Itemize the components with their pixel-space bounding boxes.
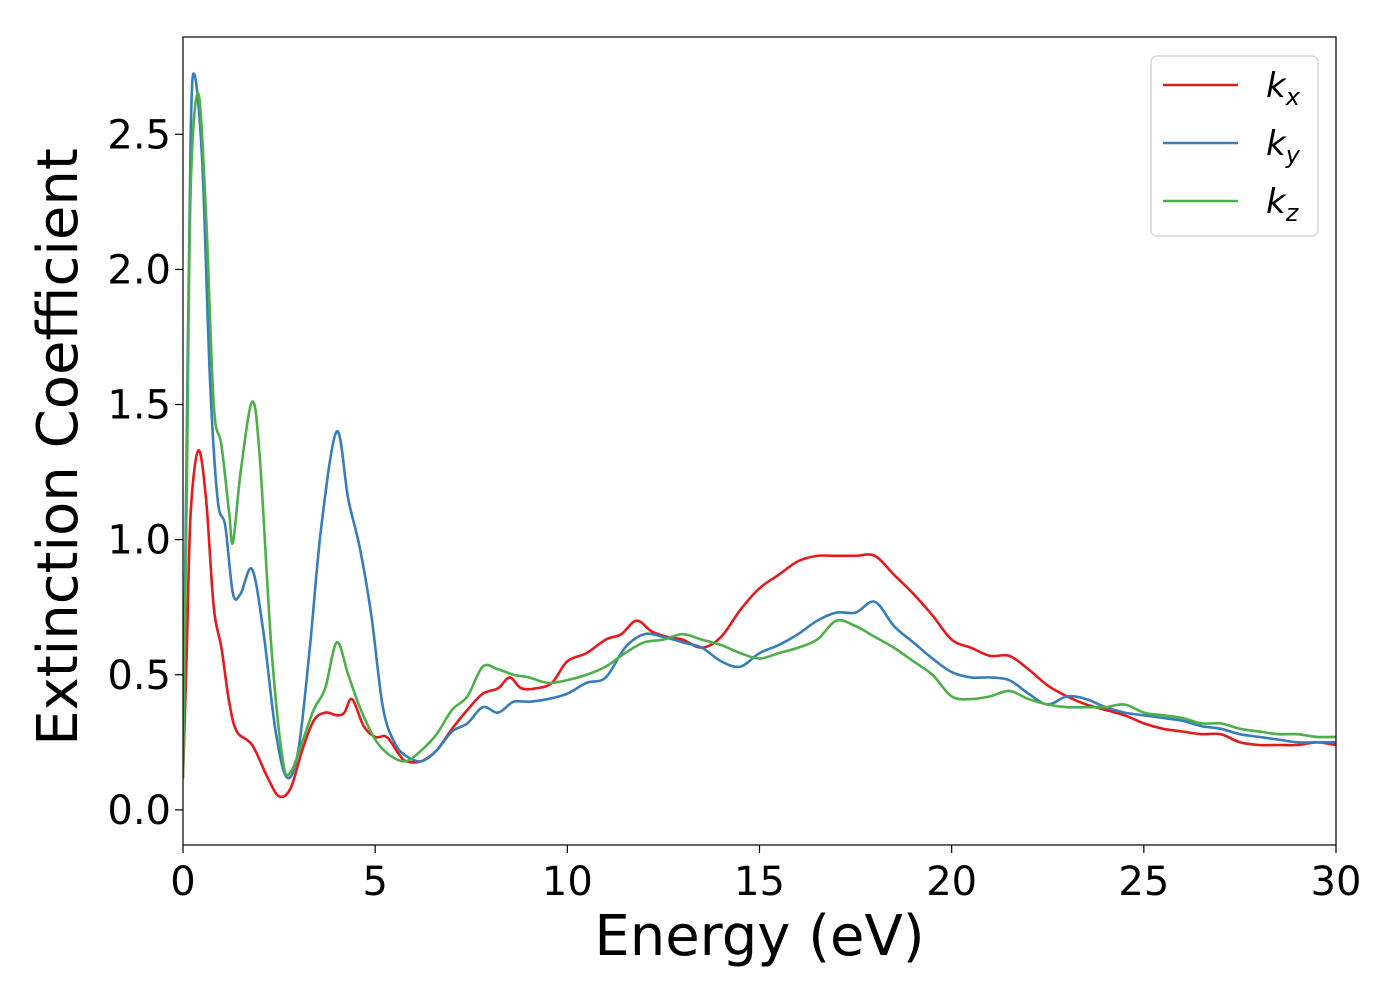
- y-tick-label: 1.0: [107, 518, 171, 564]
- legend: kx ky kz: [1150, 55, 1319, 237]
- x-axis-label: Energy (eV): [594, 904, 924, 969]
- legend-label-z: kz: [1266, 182, 1300, 227]
- legend-label-y: ky: [1266, 124, 1301, 169]
- x-tick-label: 25: [1118, 859, 1169, 905]
- x-tick-label: 20: [926, 859, 977, 905]
- ticks-layer: 0 5 10 15 20 25 30 0.0 0.5 1.0 1.5 2.0 2.5: [107, 112, 1361, 905]
- y-tick-label: 0.0: [107, 788, 171, 834]
- y-tick-label: 2.0: [107, 247, 171, 293]
- x-tick-label: 10: [542, 859, 593, 905]
- x-tick-label: 0: [170, 859, 195, 905]
- y-tick-label: 0.5: [107, 653, 171, 699]
- x-tick-label: 15: [734, 859, 785, 905]
- y-axis-label: Extinction Coefficient: [26, 148, 91, 746]
- x-tick-label: 5: [362, 859, 387, 905]
- legend-box: [1150, 55, 1319, 237]
- series-layer: [183, 72, 1336, 799]
- y-tick-label: 1.5: [107, 383, 171, 429]
- series-line-z: [183, 92, 1336, 779]
- series-line-y: [183, 72, 1336, 780]
- y-tick-label: 2.5: [107, 112, 171, 158]
- legend-label-x: kx: [1266, 66, 1301, 111]
- x-tick-label: 30: [1311, 859, 1362, 905]
